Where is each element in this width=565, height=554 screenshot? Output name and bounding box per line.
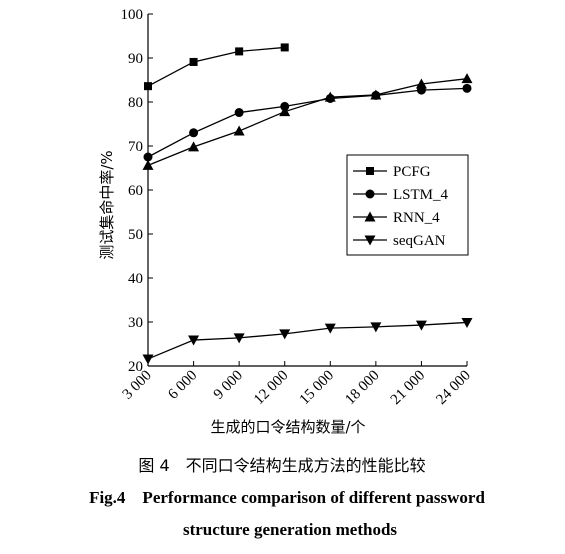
marker: [324, 323, 336, 334]
caption-cn: 图 4 不同口令结构生成方法的性能比较: [138, 456, 425, 475]
x-tick-label: 21 000: [388, 368, 428, 408]
marker: [189, 57, 198, 66]
marker: [234, 108, 244, 118]
y-tick-label: 100: [121, 7, 144, 23]
x-tick-label: 9 000: [211, 368, 246, 403]
marker: [235, 47, 244, 56]
marker: [188, 141, 200, 152]
legend-label: LSTM_4: [393, 187, 449, 203]
x-axis-label: 生成的口令结构数量/个: [210, 418, 365, 436]
marker: [415, 78, 427, 89]
line: [147, 87, 468, 158]
marker: [462, 83, 472, 93]
marker: [364, 235, 376, 246]
caption-en: Fig.4 Performance comparison of differen…: [89, 488, 485, 507]
x-tick-label: 18 000: [342, 368, 382, 408]
y-tick-label: 30: [128, 315, 143, 331]
y-tick-label: 60: [128, 183, 143, 199]
y-tick-label: 80: [128, 95, 143, 111]
x-tick-label: 12 000: [251, 368, 291, 408]
marker: [370, 322, 382, 333]
marker: [189, 128, 199, 138]
y-axis-label: 测试集命中率/%: [98, 150, 116, 259]
marker: [279, 329, 291, 340]
line: [147, 46, 285, 87]
marker: [233, 333, 245, 344]
caption-en: structure generation methods: [183, 520, 397, 539]
y-tick-label: 50: [128, 227, 143, 243]
legend-label: RNN_4: [393, 210, 440, 226]
x-tick-label: 3 000: [120, 368, 155, 403]
marker: [142, 354, 154, 365]
marker: [280, 43, 289, 52]
marker: [324, 91, 336, 102]
y-tick-label: 90: [128, 51, 143, 67]
y-tick-label: 40: [128, 271, 143, 287]
marker: [144, 82, 152, 91]
legend-label: seqGAN: [393, 233, 446, 249]
y-tick-label: 70: [128, 139, 143, 155]
marker: [143, 152, 153, 162]
marker: [233, 125, 245, 136]
marker: [364, 211, 376, 222]
line: [147, 321, 468, 360]
x-tick-label: 6 000: [165, 368, 200, 403]
x-tick-label: 24 000: [433, 368, 473, 408]
marker: [370, 89, 382, 100]
marker: [142, 159, 154, 170]
marker: [461, 317, 473, 328]
legend-label: PCFG: [393, 164, 431, 180]
y-tick-label: 20: [128, 359, 143, 375]
marker: [279, 106, 291, 117]
x-tick-label: 15 000: [297, 368, 337, 408]
line: [147, 78, 468, 166]
marker: [188, 335, 200, 346]
marker: [366, 167, 374, 175]
marker: [365, 189, 375, 199]
marker: [461, 73, 473, 84]
marker: [415, 320, 427, 331]
